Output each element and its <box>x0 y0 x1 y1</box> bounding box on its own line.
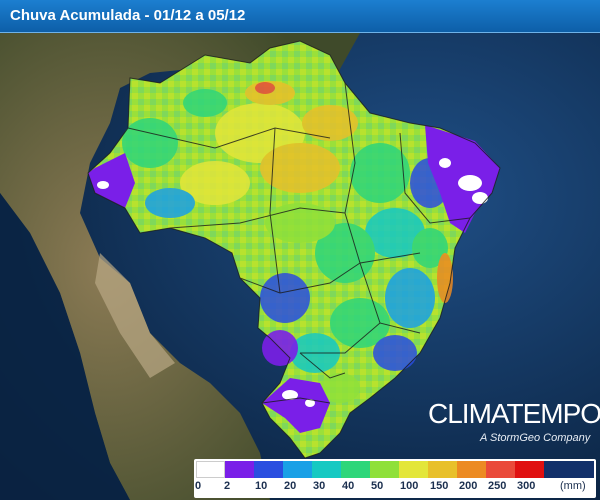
legend-swatch-11 <box>515 461 544 478</box>
northwest-dry-zone <box>88 153 135 208</box>
state-borders <box>87 40 501 459</box>
legend-swatch-1 <box>225 461 254 478</box>
legend-swatch-2 <box>254 461 283 478</box>
legend-swatch-4 <box>312 461 341 478</box>
legend-tick: 0 <box>195 480 202 492</box>
legend-swatch-0 <box>196 461 225 478</box>
map-title: Chuva Acumulada - 01/12 a 05/12 <box>10 7 246 24</box>
legend-unit: (mm) <box>560 480 586 492</box>
legend-swatch-8 <box>428 461 457 478</box>
brand-logo: CLIMATEMPO A StormGeo Company <box>428 398 600 444</box>
legend-tick: 20 <box>284 480 297 492</box>
brand-tagline: A StormGeo Company <box>480 432 591 444</box>
south-dry-zone <box>262 378 330 433</box>
legend-tick: 150 <box>430 480 449 492</box>
legend-tick: 50 <box>371 480 384 492</box>
south-america-land <box>0 33 360 500</box>
legend-tick: 30 <box>313 480 326 492</box>
legend-swatch-7 <box>399 461 428 478</box>
legend-swatch-5 <box>341 461 370 478</box>
legend-tick: 10 <box>255 480 268 492</box>
legend-tick: 200 <box>459 480 478 492</box>
legend-tick: 2 <box>224 480 231 492</box>
rainfall-map <box>0 33 600 500</box>
brand-name: CLIMATEMPO <box>428 398 600 429</box>
rainfall-legend: 0 2 10 20 30 40 50 100 150 200 250 300 (… <box>194 459 596 498</box>
legend-swatch-12 <box>544 461 594 478</box>
legend-swatch-6 <box>370 461 399 478</box>
legend-swatch-9 <box>457 461 486 478</box>
legend-tick: 40 <box>342 480 355 492</box>
legend-tick: 250 <box>488 480 507 492</box>
legend-tick: 300 <box>517 480 536 492</box>
title-bar: Chuva Acumulada - 01/12 a 05/12 <box>0 0 600 33</box>
rainfall-cells <box>122 81 453 403</box>
andes-highlands <box>95 253 175 378</box>
pacific-coast-shade <box>0 193 130 500</box>
legend-swatch-3 <box>283 461 312 478</box>
legend-swatch-10 <box>486 461 515 478</box>
legend-tick: 100 <box>400 480 419 492</box>
